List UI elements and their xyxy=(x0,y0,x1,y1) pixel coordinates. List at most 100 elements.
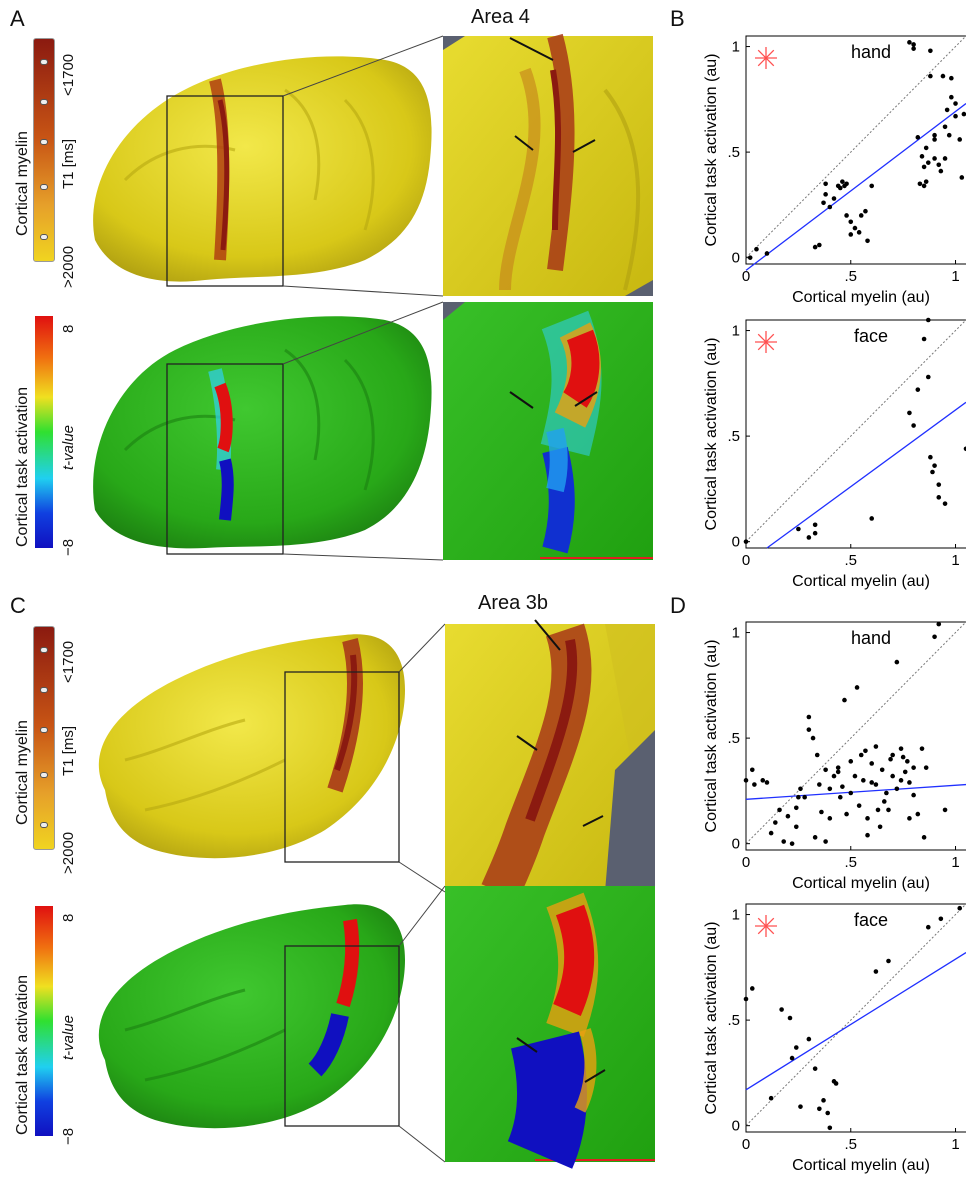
data-point xyxy=(823,192,828,197)
data-point xyxy=(907,410,912,416)
zoom-a-myelin xyxy=(443,33,653,296)
data-point xyxy=(806,535,812,540)
colorbar-label: Cortical myelin xyxy=(14,720,31,825)
data-point xyxy=(923,145,929,151)
data-point xyxy=(812,1066,818,1071)
colorbar-bottom-label: −8 xyxy=(60,1127,77,1145)
zoom-c-activation xyxy=(445,886,655,1169)
data-point xyxy=(798,1104,803,1109)
x-tick-label: .5 xyxy=(845,268,858,285)
data-point xyxy=(942,156,948,161)
data-point xyxy=(749,767,755,773)
data-point xyxy=(875,807,881,813)
data-point xyxy=(942,124,948,130)
data-point xyxy=(798,786,803,792)
colorbar-bottom-label: −8 xyxy=(60,538,77,556)
data-point xyxy=(831,196,837,201)
identity-line xyxy=(745,319,966,543)
data-point xyxy=(884,790,889,796)
data-point xyxy=(894,786,900,792)
identity-line xyxy=(745,621,966,845)
data-point xyxy=(779,1007,784,1012)
data-point xyxy=(827,204,833,210)
data-point xyxy=(768,1095,774,1101)
colorbar-label: Cortical task activation xyxy=(14,974,31,1135)
data-point xyxy=(877,824,883,830)
colorbar-unit: T1 [ms] xyxy=(60,725,77,776)
data-point xyxy=(747,255,753,260)
data-point xyxy=(873,969,879,974)
colorbar-top-label: <1700 xyxy=(60,640,77,683)
data-point xyxy=(869,780,875,785)
colorbar-gradient xyxy=(33,38,55,262)
data-point xyxy=(961,111,966,117)
x-axis-label: Cortical myelin (au) xyxy=(792,289,930,306)
data-point xyxy=(821,1098,826,1103)
y-tick-label: 0 xyxy=(732,1118,740,1135)
data-point xyxy=(781,839,787,844)
data-point xyxy=(879,767,885,773)
data-point xyxy=(810,735,816,741)
data-point xyxy=(925,374,931,380)
y-tick-label: 0 xyxy=(732,534,740,551)
data-point xyxy=(873,782,879,787)
colorbar-unit: T1 [ms] xyxy=(60,138,77,189)
data-point xyxy=(925,924,931,930)
x-tick-label: 1 xyxy=(951,552,959,569)
data-point xyxy=(821,200,826,206)
colorbar-bottom-label: >2000 xyxy=(60,831,77,874)
y-axis-label: Cortical task activation (au) xyxy=(703,54,720,247)
data-point xyxy=(812,522,818,528)
data-point xyxy=(915,135,921,140)
x-tick-label: 0 xyxy=(742,1136,750,1153)
fit-line xyxy=(766,401,966,549)
colorbar-bottom-label: >2000 xyxy=(60,245,77,288)
data-point xyxy=(844,213,849,218)
data-point xyxy=(858,213,864,218)
star-ray xyxy=(757,333,775,351)
data-point xyxy=(831,773,837,779)
x-axis-label: Cortical myelin (au) xyxy=(792,1157,930,1174)
data-point xyxy=(923,179,929,184)
panel-letter-a: A xyxy=(10,6,25,31)
colorbar-top-label: 8 xyxy=(60,913,77,922)
plot-frame xyxy=(745,903,966,1133)
scatter-d-hand: 0 .5 1 0 .5 1 Cortical myelin (au) Cortical tas… xyxy=(703,621,966,892)
data-point xyxy=(865,832,870,838)
data-point xyxy=(852,773,858,779)
data-point xyxy=(890,773,895,779)
data-point xyxy=(869,516,875,521)
data-point xyxy=(907,40,912,45)
x-tick-label: 1 xyxy=(951,854,959,871)
data-point xyxy=(833,1081,839,1086)
zoom-box xyxy=(284,671,400,863)
data-point xyxy=(743,539,749,544)
data-point xyxy=(848,219,854,225)
data-point xyxy=(930,469,935,475)
data-point xyxy=(817,1106,822,1112)
data-point xyxy=(953,113,958,119)
condition-label: face xyxy=(854,326,888,346)
data-point xyxy=(946,132,952,138)
data-point xyxy=(953,101,958,106)
data-point xyxy=(932,156,937,161)
data-point xyxy=(856,230,862,235)
data-point xyxy=(785,813,791,819)
data-point xyxy=(835,765,841,770)
data-point xyxy=(942,501,948,506)
data-point xyxy=(932,132,937,138)
data-point xyxy=(789,841,795,846)
data-point xyxy=(869,761,875,766)
y-tick-label: 0 xyxy=(732,836,740,853)
data-point xyxy=(827,786,833,792)
data-point xyxy=(921,835,927,840)
condition-label: hand xyxy=(851,42,891,62)
data-point xyxy=(940,73,946,79)
data-point xyxy=(873,744,879,749)
data-point xyxy=(944,107,950,113)
zoom-box xyxy=(166,363,284,555)
fit-line xyxy=(745,952,966,1091)
brain-c-myelin xyxy=(98,623,446,893)
zoom-box xyxy=(284,945,400,1127)
data-point xyxy=(854,685,860,690)
